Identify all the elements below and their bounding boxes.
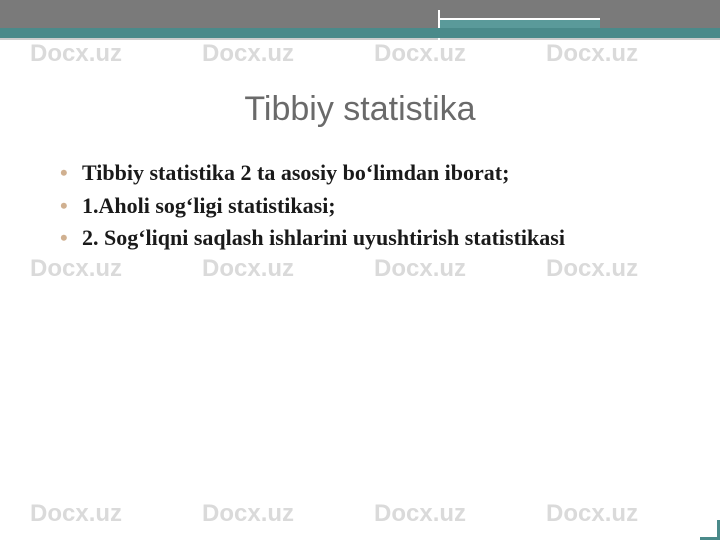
watermark-text: Docx.uz (374, 255, 466, 283)
watermark-row: Docx.uz Docx.uz Docx.uz Docx.uz (30, 500, 638, 528)
watermark-text: Docx.uz (30, 500, 122, 528)
bullet-item: 1.Aholi sog‘ligi statistikasi; (60, 192, 670, 221)
watermark-text: Docx.uz (546, 500, 638, 528)
header-bar (0, 0, 720, 28)
slide-title: Tibbiy statistika (50, 90, 670, 129)
watermark-text: Docx.uz (546, 255, 638, 283)
watermark-text: Docx.uz (202, 500, 294, 528)
watermark-text: Docx.uz (30, 255, 122, 283)
watermark-text: Docx.uz (374, 500, 466, 528)
watermark-row: Docx.uz Docx.uz Docx.uz Docx.uz (30, 255, 638, 283)
bullet-item: Tibbiy statistika 2 ta asosiy bo‘limdan … (60, 159, 670, 188)
watermark-text: Docx.uz (202, 255, 294, 283)
bullet-list: Tibbiy statistika 2 ta asosiy bo‘limdan … (50, 159, 670, 253)
bullet-item: 2. Sog‘liqni saqlash ishlarini uyushtiri… (60, 224, 670, 253)
slide-content: Tibbiy statistika Tibbiy statistika 2 ta… (0, 40, 720, 253)
corner-decoration (700, 520, 720, 540)
header-teal-strip (0, 28, 720, 38)
